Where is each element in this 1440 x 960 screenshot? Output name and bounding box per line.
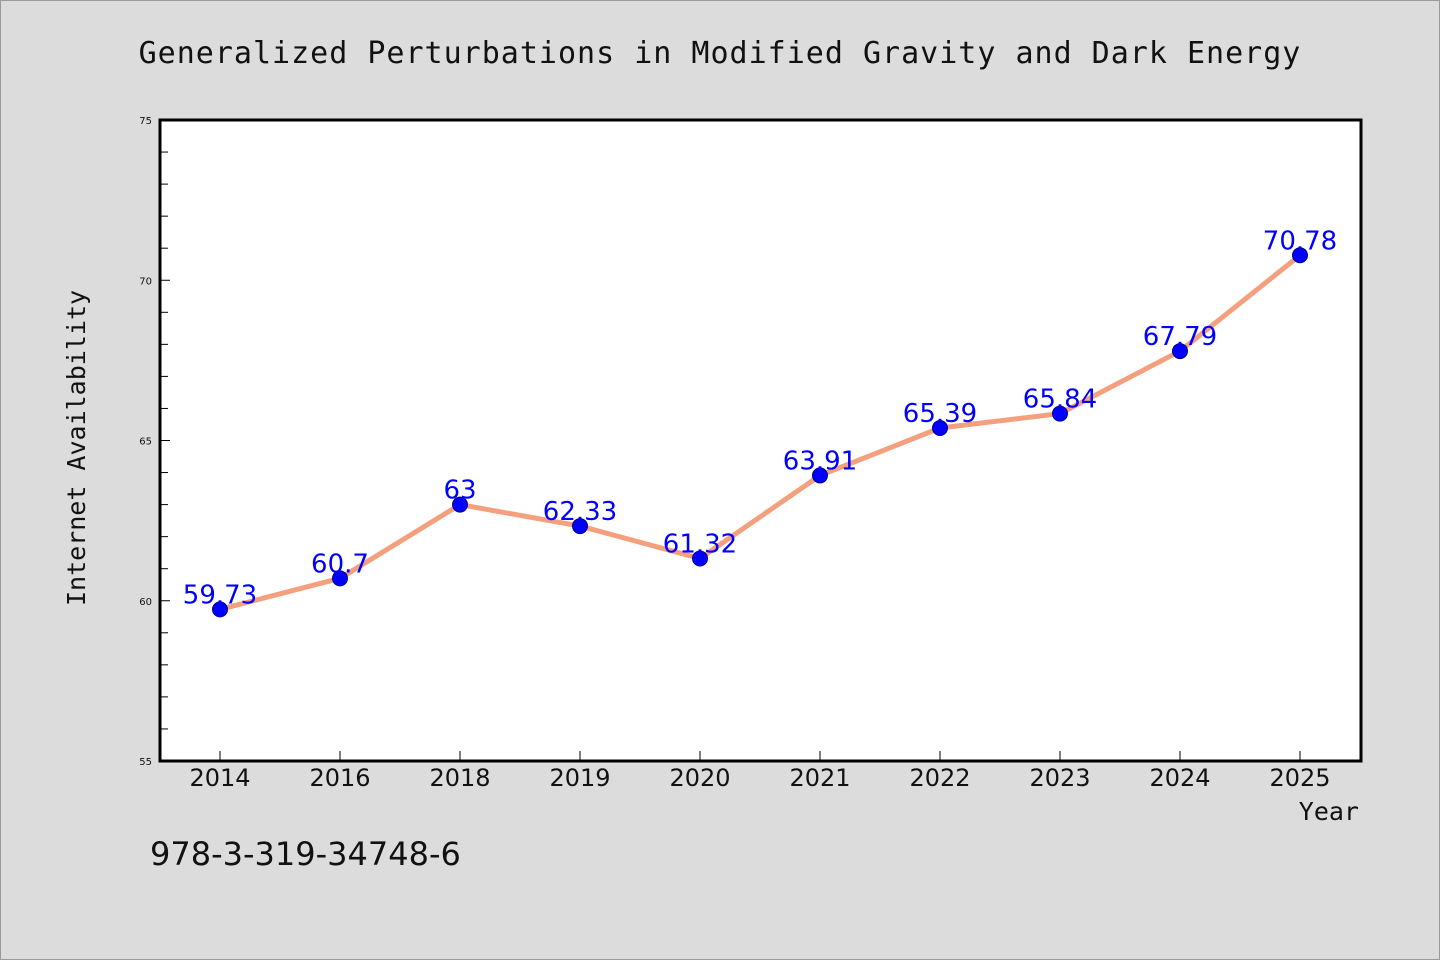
- series-line: [217, 252, 1303, 612]
- x-axis-title: Year: [1299, 797, 1359, 826]
- chart-title: Generalized Perturbations in Modified Gr…: [139, 36, 1302, 71]
- data-label: 63.91: [783, 446, 857, 476]
- y-tick-label: 55: [139, 757, 152, 768]
- y-tick-label: 70: [139, 276, 152, 287]
- data-point: [572, 518, 588, 535]
- data-labels: 59.73 60.7 63 62.33 61.32 63.91 65.39 65.84 67.7…: [183, 226, 1337, 610]
- x-tick-label: 2020: [669, 764, 730, 792]
- y-axis-title: Internet Availability: [62, 290, 91, 606]
- x-tick-label: 2019: [549, 764, 610, 792]
- plot-area: [158, 118, 1363, 763]
- y-tick-label: 60: [139, 597, 152, 608]
- data-point: [212, 601, 228, 618]
- data-point: [812, 467, 828, 484]
- y-tick-label: 75: [139, 116, 152, 127]
- x-axis: 2014 2016 2018 2019 2020 2021 2022 2023 2024 2025: [189, 751, 1331, 792]
- data-label: 65.39: [903, 399, 977, 429]
- data-point: [1172, 343, 1188, 360]
- data-label: 61.32: [663, 529, 737, 559]
- data-point: [692, 550, 708, 567]
- x-tick-label: 2023: [1029, 764, 1090, 792]
- series-layer: [212, 247, 1308, 618]
- x-tick-label: 2016: [309, 764, 370, 792]
- data-point: [932, 420, 948, 437]
- data-label: 62.33: [543, 497, 617, 527]
- data-label: 70.78: [1263, 226, 1337, 256]
- data-label: 65.84: [1023, 385, 1097, 415]
- data-point: [452, 496, 468, 513]
- isbn-text: 978-3-319-34748-6: [150, 835, 461, 873]
- data-label: 67.79: [1143, 322, 1217, 352]
- x-tick-label: 2025: [1269, 764, 1330, 792]
- x-tick-label: 2024: [1149, 764, 1210, 792]
- x-tick-label: 2021: [789, 764, 850, 792]
- data-label: 59.73: [183, 580, 257, 610]
- x-tick-label: 2014: [189, 764, 250, 792]
- data-point: [332, 570, 348, 587]
- x-tick-label: 2018: [429, 764, 490, 792]
- data-label: 63: [443, 476, 476, 506]
- data-point: [1292, 247, 1308, 264]
- x-tick-label: 2022: [909, 764, 970, 792]
- data-label: 60.7: [311, 549, 369, 579]
- y-axis: 55 60 65 70 75: [139, 116, 170, 768]
- data-point: [1052, 405, 1068, 422]
- y-tick-label: 65: [139, 437, 152, 448]
